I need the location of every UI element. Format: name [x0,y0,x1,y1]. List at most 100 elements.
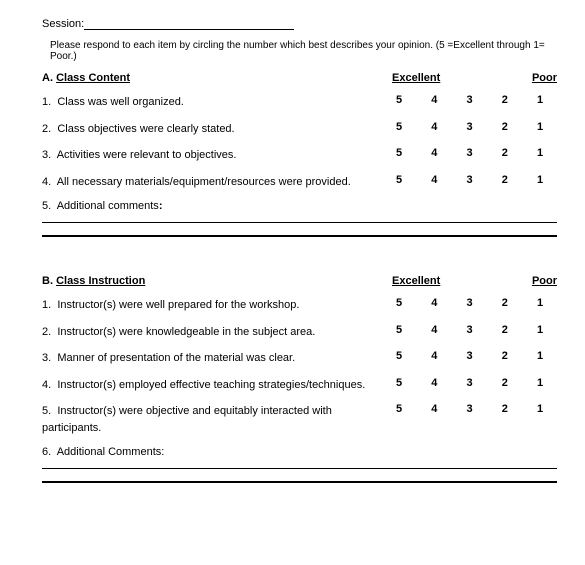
section-a-title: A. Class Content [42,72,392,84]
rating-5[interactable]: 5 [392,174,406,186]
rating-3[interactable]: 3 [463,324,477,336]
rating-1[interactable]: 1 [533,121,547,133]
rating-4[interactable]: 4 [427,147,441,159]
rating-4[interactable]: 4 [427,377,441,389]
item-row: 5. Instructor(s) were objective and equi… [42,403,557,436]
item-num: 5. [42,405,51,417]
ratings[interactable]: 5 4 3 2 1 [392,403,557,415]
rating-4[interactable]: 4 [427,174,441,186]
rating-3[interactable]: 3 [463,174,477,186]
item-num: 4. [42,176,51,188]
ratings[interactable]: 5 4 3 2 1 [392,94,557,106]
comments-a: 5. Additional comments: [42,200,557,212]
rating-2[interactable]: 2 [498,297,512,309]
rating-2[interactable]: 2 [498,403,512,415]
item-label: Class was well organized. [57,96,184,108]
item-row: 3. Activities were relevant to objective… [42,147,557,164]
rating-3[interactable]: 3 [463,297,477,309]
item-row: 2. Instructor(s) were knowledgeable in t… [42,324,557,341]
ratings[interactable]: 5 4 3 2 1 [392,147,557,159]
rating-5[interactable]: 5 [392,324,406,336]
session-blank-line[interactable] [84,19,294,30]
section-b-letter: B. [42,275,53,287]
rating-1[interactable]: 1 [533,350,547,362]
rating-2[interactable]: 2 [498,147,512,159]
item-row: 4. All necessary materials/equipment/res… [42,174,557,191]
item-row: 1. Class was well organized. 5 4 3 2 1 [42,94,557,111]
item-num: 4. [42,379,51,391]
rating-2[interactable]: 2 [498,377,512,389]
ratings[interactable]: 5 4 3 2 1 [392,350,557,362]
rating-2[interactable]: 2 [498,94,512,106]
rating-4[interactable]: 4 [427,94,441,106]
rating-5[interactable]: 5 [392,147,406,159]
rating-5[interactable]: 5 [392,403,406,415]
ratings[interactable]: 5 4 3 2 1 [392,121,557,133]
rating-2[interactable]: 2 [498,174,512,186]
rating-4[interactable]: 4 [427,350,441,362]
item-num: 1. [42,299,51,311]
item-text: 4. All necessary materials/equipment/res… [42,174,392,191]
ratings[interactable]: 5 4 3 2 1 [392,324,557,336]
scale-high-b: Excellent [392,275,440,287]
item-text: 3. Manner of presentation of the materia… [42,350,392,367]
rating-1[interactable]: 1 [533,94,547,106]
item-text: 1. Instructor(s) were well prepared for … [42,297,392,314]
comments-colon: : [159,200,163,212]
item-num: 3. [42,352,51,364]
write-line[interactable] [42,468,557,469]
ratings[interactable]: 5 4 3 2 1 [392,297,557,309]
ratings[interactable]: 5 4 3 2 1 [392,377,557,389]
rating-5[interactable]: 5 [392,377,406,389]
rating-1[interactable]: 1 [533,377,547,389]
item-row: 4. Instructor(s) employed effective teac… [42,377,557,394]
item-label: Instructor(s) were knowledgeable in the … [57,326,315,338]
rating-5[interactable]: 5 [392,297,406,309]
scale-header-b: Excellent Poor [392,275,557,287]
rating-3[interactable]: 3 [463,94,477,106]
rating-4[interactable]: 4 [427,324,441,336]
section-divider [42,235,557,237]
rating-1[interactable]: 1 [533,297,547,309]
rating-3[interactable]: 3 [463,350,477,362]
rating-1[interactable]: 1 [533,403,547,415]
item-label: Instructor(s) were well prepared for the… [57,299,299,311]
rating-1[interactable]: 1 [533,147,547,159]
write-line[interactable] [42,222,557,223]
item-row: 3. Manner of presentation of the materia… [42,350,557,367]
item-text: 3. Activities were relevant to objective… [42,147,392,164]
rating-2[interactable]: 2 [498,121,512,133]
item-label: Activities were relevant to objectives. [57,149,237,161]
item-label: All necessary materials/equipment/resour… [57,176,351,188]
item-text: 4. Instructor(s) employed effective teac… [42,377,392,394]
rating-3[interactable]: 3 [463,147,477,159]
ratings[interactable]: 5 4 3 2 1 [392,174,557,186]
rating-2[interactable]: 2 [498,350,512,362]
section-a-header: A. Class Content Excellent Poor [42,72,557,84]
item-text: 5. Instructor(s) were objective and equi… [42,403,392,436]
comments-num: 6. [42,446,51,458]
rating-5[interactable]: 5 [392,121,406,133]
scale-low-b: Poor [532,275,557,287]
item-label: Instructor(s) employed effective teachin… [57,379,365,391]
section-b-title: B. Class Instruction [42,275,392,287]
item-num: 3. [42,149,51,161]
item-text: 2. Instructor(s) were knowledgeable in t… [42,324,392,341]
item-num: 1. [42,96,51,108]
rating-5[interactable]: 5 [392,350,406,362]
item-label: Manner of presentation of the material w… [57,352,295,364]
rating-3[interactable]: 3 [463,121,477,133]
rating-3[interactable]: 3 [463,377,477,389]
rating-5[interactable]: 5 [392,94,406,106]
rating-2[interactable]: 2 [498,324,512,336]
item-num: 2. [42,123,51,135]
item-row: 2. Class objectives were clearly stated.… [42,121,557,138]
rating-4[interactable]: 4 [427,297,441,309]
section-divider [42,481,557,483]
rating-4[interactable]: 4 [427,121,441,133]
section-b-name: Class Instruction [56,275,145,287]
rating-4[interactable]: 4 [427,403,441,415]
rating-1[interactable]: 1 [533,174,547,186]
rating-1[interactable]: 1 [533,324,547,336]
rating-3[interactable]: 3 [463,403,477,415]
